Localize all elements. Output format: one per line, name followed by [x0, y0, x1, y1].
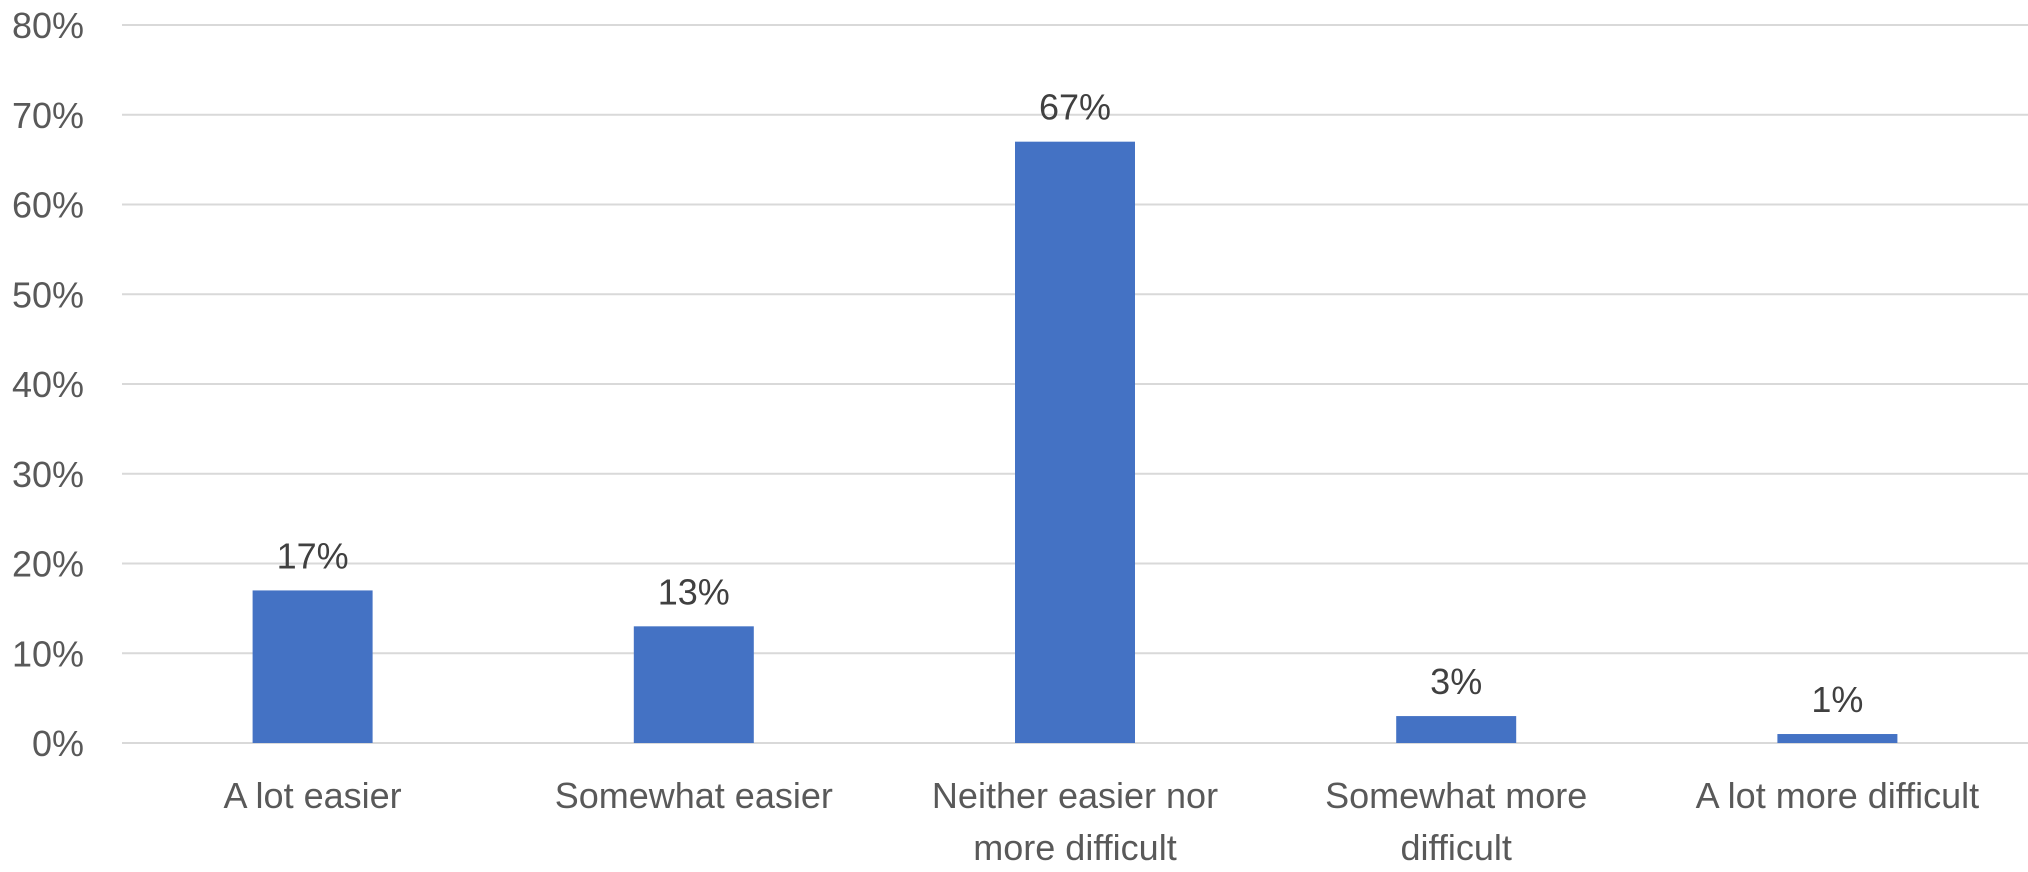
x-category-label-line: Somewhat more [1325, 775, 1587, 816]
y-tick-label: 80% [12, 5, 84, 46]
y-tick-label: 50% [12, 274, 84, 315]
data-labels: 17% 13% 67% 3% 1% [277, 87, 1864, 720]
y-axis-tick-labels: 0% 10% 20% 30% 40% 50% 60% 70% 80% [12, 5, 84, 764]
y-tick-label: 60% [12, 185, 84, 226]
data-label: 17% [277, 535, 349, 576]
x-category-label-line: A lot more difficult [1696, 775, 1979, 816]
x-category-label-line: more difficult [973, 827, 1176, 868]
y-tick-label: 40% [12, 364, 84, 405]
x-category-label-line: Neither easier nor [932, 775, 1218, 816]
data-label: 67% [1039, 87, 1111, 128]
bar [1396, 716, 1517, 743]
y-tick-label: 10% [12, 633, 84, 674]
x-axis-category-labels: A lot easier Somewhat easier Neither easie… [224, 775, 1980, 868]
bar [252, 590, 373, 743]
data-label: 1% [1811, 679, 1863, 720]
x-category-label: A lot easier [224, 775, 402, 816]
y-tick-label: 70% [12, 95, 84, 136]
y-tick-label: 0% [32, 723, 84, 764]
bar [1777, 734, 1898, 743]
bars [252, 141, 1898, 744]
y-tick-label: 20% [12, 544, 84, 585]
x-category-label: A lot more difficult [1696, 775, 1979, 816]
x-category-label-line: difficult [1400, 827, 1511, 868]
x-category-label: Somewhat more difficult [1325, 775, 1587, 868]
x-category-label-line: Somewhat easier [555, 775, 833, 816]
bar [1015, 141, 1135, 744]
data-label: 3% [1430, 661, 1482, 702]
x-category-label: Somewhat easier [555, 775, 833, 816]
x-category-label: Neither easier nor more difficult [932, 775, 1218, 868]
y-tick-label: 30% [12, 454, 84, 495]
data-label: 13% [658, 571, 730, 612]
x-category-label-line: A lot easier [224, 775, 402, 816]
bar [633, 626, 754, 743]
